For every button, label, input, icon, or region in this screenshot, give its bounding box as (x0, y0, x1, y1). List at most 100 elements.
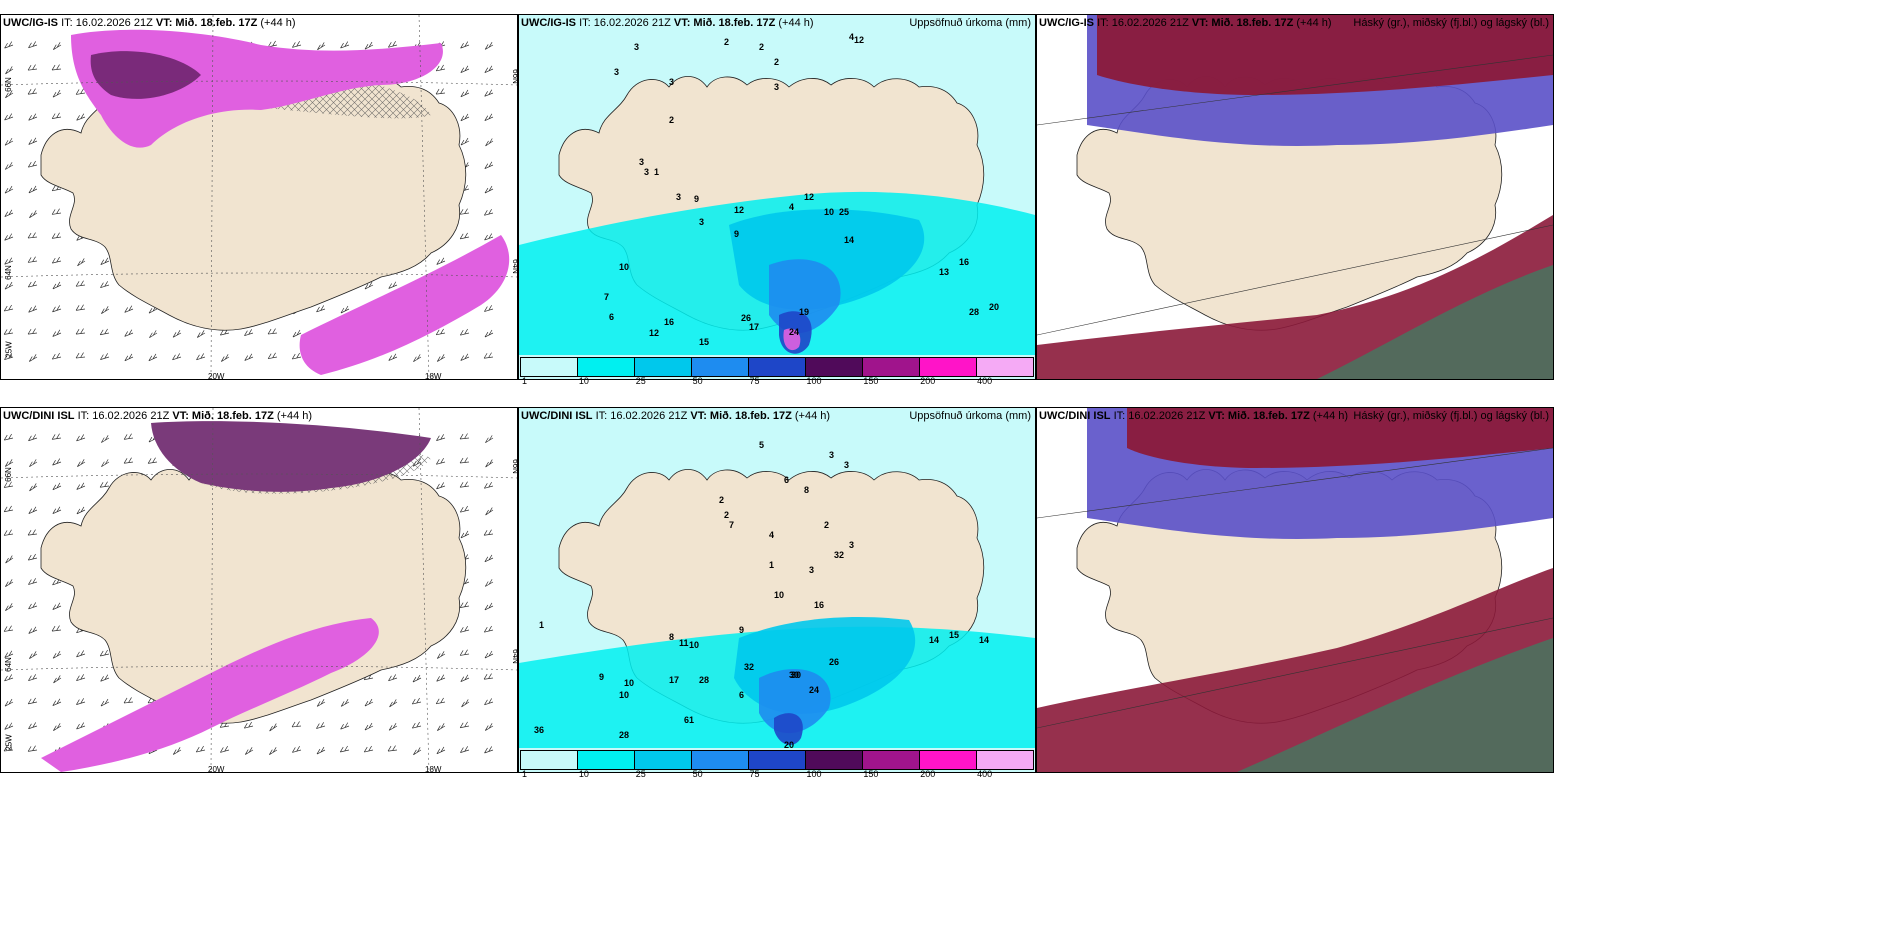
colorbar-segment (578, 751, 635, 769)
snow-precip-area (299, 235, 510, 375)
colorbar-label: 100 (806, 769, 822, 779)
precip-value: 3 (634, 42, 639, 52)
lon-label-18-top: 18W (425, 372, 442, 381)
init-time: IT: 16.02.2026 21Z (61, 17, 153, 29)
precip-value: 15 (699, 337, 709, 347)
precip-value: 3 (849, 540, 854, 550)
wind-map-svg (1, 408, 517, 772)
heavy-precip-area (90, 51, 201, 99)
precip-value: 28 (699, 675, 709, 685)
lat-label-66-right-bot: 66N (510, 459, 520, 474)
wind-map-svg (1, 15, 517, 379)
precip-value: 8 (669, 632, 674, 642)
low-cloud-area (1237, 638, 1553, 772)
colorbar-segment (920, 751, 977, 769)
precip-value: 3 (699, 217, 704, 227)
lon-label-18-bot: 18W (425, 765, 442, 774)
precip-value: 12 (734, 205, 744, 215)
precip-value: 9 (599, 672, 604, 682)
init-time: IT: 16.02.2026 21Z (579, 17, 671, 29)
colorbar-segment (521, 751, 578, 769)
precip-value: 17 (749, 322, 759, 332)
precip-value: 6 (609, 312, 614, 322)
lat-label-64-bot: 64N (3, 657, 13, 672)
high-cloud-area (1127, 408, 1553, 468)
lon-label-25-top: 25W (4, 341, 14, 358)
precip-value: 2 (824, 520, 829, 530)
precip-value: 28 (619, 730, 629, 740)
precip-value: 11 (679, 638, 689, 648)
map-precip-ig: 2224312332333139341210141291076161215178… (519, 15, 1035, 379)
model-name: UWC/IG-IS (3, 17, 58, 29)
field-title: Háský (gr.), miðský (fj.bl.) og lágský (… (1353, 17, 1549, 29)
precip-value: 4 (789, 202, 794, 212)
precip-value: 3 (644, 167, 649, 177)
map-cloud-ig (1037, 15, 1553, 379)
colorbar-segment (521, 358, 578, 376)
panel-wind-dini: UWC/DINI ISL IT: 16.02.2026 21Z VT: Mið.… (0, 407, 518, 773)
precip-value: 16 (814, 600, 824, 610)
precip-value: 3 (676, 192, 681, 202)
colorbar-segment (806, 751, 863, 769)
valid-time: VT: Mið. 18.feb. 17Z (673, 17, 776, 29)
colorbar-label: 10 (578, 376, 589, 386)
precip-value: 9 (739, 625, 744, 635)
colorbar-segment (692, 358, 749, 376)
precip-map-svg: 2224312332333139341210141291076161215178… (519, 15, 1035, 379)
precip-value: 14 (929, 635, 939, 645)
colorbar-label: 150 (863, 376, 879, 386)
precip-value: 10 (774, 590, 784, 600)
colorbar-segment (863, 358, 920, 376)
lon-label-20-top: 20W (208, 372, 225, 381)
lead-time: (+44 h) (778, 17, 814, 29)
init-time: IT: 16.02.2026 21Z (77, 410, 170, 422)
precip-value: 10 (619, 262, 629, 272)
precip-value: 5 (759, 440, 764, 450)
panel-cloud-ig: UWC/IG-IS IT: 16.02.2026 21Z VT: Mið. 18… (1036, 14, 1554, 380)
snow-precip-area (41, 618, 379, 772)
panel-precip-dini: 5 3 3 2 2 7 6 8 4 2 3 2 1 3 3 10 16 30 6 1 8 11 9 10 32 30 24 26 14 1… (518, 407, 1036, 773)
precip-value: 36 (534, 725, 544, 735)
colorbar-label: 75 (749, 769, 760, 779)
model-name: UWC/DINI ISL (3, 410, 75, 422)
precip-value: 2 (839, 550, 844, 560)
colorbar-label: 75 (749, 376, 760, 386)
precip-value: 4 (769, 530, 774, 540)
precip-value: 10 (689, 640, 699, 650)
panel-header: UWC/IG-IS IT: 16.02.2026 21Z VT: Mið. 18… (1, 15, 517, 31)
precip-value: 12 (854, 35, 864, 45)
colorbar-label: 50 (692, 376, 703, 386)
precip-value: 12 (804, 192, 814, 202)
precip-value: 2 (669, 115, 674, 125)
precip-value: 8 (804, 485, 809, 495)
colorbar-label: 25 (635, 376, 646, 386)
lead-time: (+44 h) (1296, 17, 1332, 29)
precip-value: 10 (619, 690, 629, 700)
precip-value: 3 (829, 450, 834, 460)
precip-value: 9 (694, 194, 699, 204)
model-name: UWC/DINI ISL (1039, 410, 1111, 422)
lead-time: (+44 h) (260, 17, 296, 29)
precip-value: 3 (809, 565, 814, 575)
cloud-map-svg (1037, 15, 1553, 379)
colorbar-segment (977, 358, 1033, 376)
panel-precip-ig: 2224312332333139341210141291076161215178… (518, 14, 1036, 380)
map-precip-dini: 5 3 3 2 2 7 6 8 4 2 3 2 1 3 3 10 16 30 6 1 8 11 9 10 32 30 24 26 14 1… (519, 408, 1035, 772)
precip-value: 14 (979, 635, 989, 645)
precip-value: 25 (839, 207, 849, 217)
precip-value: 32 (744, 662, 754, 672)
map-cloud-dini (1037, 408, 1553, 772)
colorbar-segment (806, 358, 863, 376)
precip-value: 3 (614, 67, 619, 77)
precip-value: 14 (844, 235, 854, 245)
precip-value: 15 (949, 630, 959, 640)
panel-header: UWC/IG-IS IT: 16.02.2026 21Z VT: Mið. 18… (1037, 15, 1553, 31)
model-name: UWC/IG-IS (521, 17, 576, 29)
panel-header: UWC/IG-IS IT: 16.02.2026 21Z VT: Mið. 18… (519, 15, 1035, 31)
precip-value: 20 (784, 740, 794, 750)
init-time: IT: 16.02.2026 21Z (595, 410, 688, 422)
precip-value: 1 (769, 560, 774, 570)
precip-value: 17 (669, 675, 679, 685)
model-name: UWC/IG-IS (1039, 17, 1094, 29)
